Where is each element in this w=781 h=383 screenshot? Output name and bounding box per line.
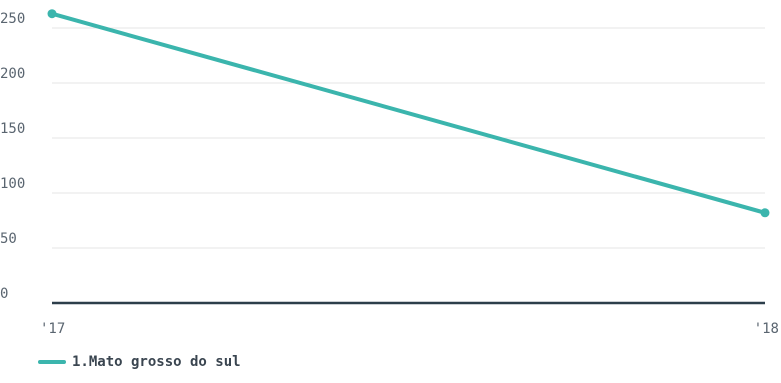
x-tick-label-0: '17: [40, 321, 65, 337]
y-tick-label-0: 0: [0, 286, 8, 302]
y-tick-label-100: 100: [0, 176, 25, 192]
legend-swatch: [38, 360, 66, 364]
x-tick-label-1: '18: [754, 321, 779, 337]
legend: 1.Mato grosso do sul: [38, 354, 241, 370]
y-tick-label-250: 250: [0, 11, 25, 27]
data-point-0-1: [760, 208, 770, 218]
series-line-0: [50, 11, 767, 215]
y-tick-label-200: 200: [0, 66, 25, 82]
y-tick-label-50: 50: [0, 231, 17, 247]
legend-label: 1.Mato grosso do sul: [72, 354, 241, 370]
y-tick-label-150: 150: [0, 121, 25, 137]
data-point-0-0: [47, 9, 57, 19]
